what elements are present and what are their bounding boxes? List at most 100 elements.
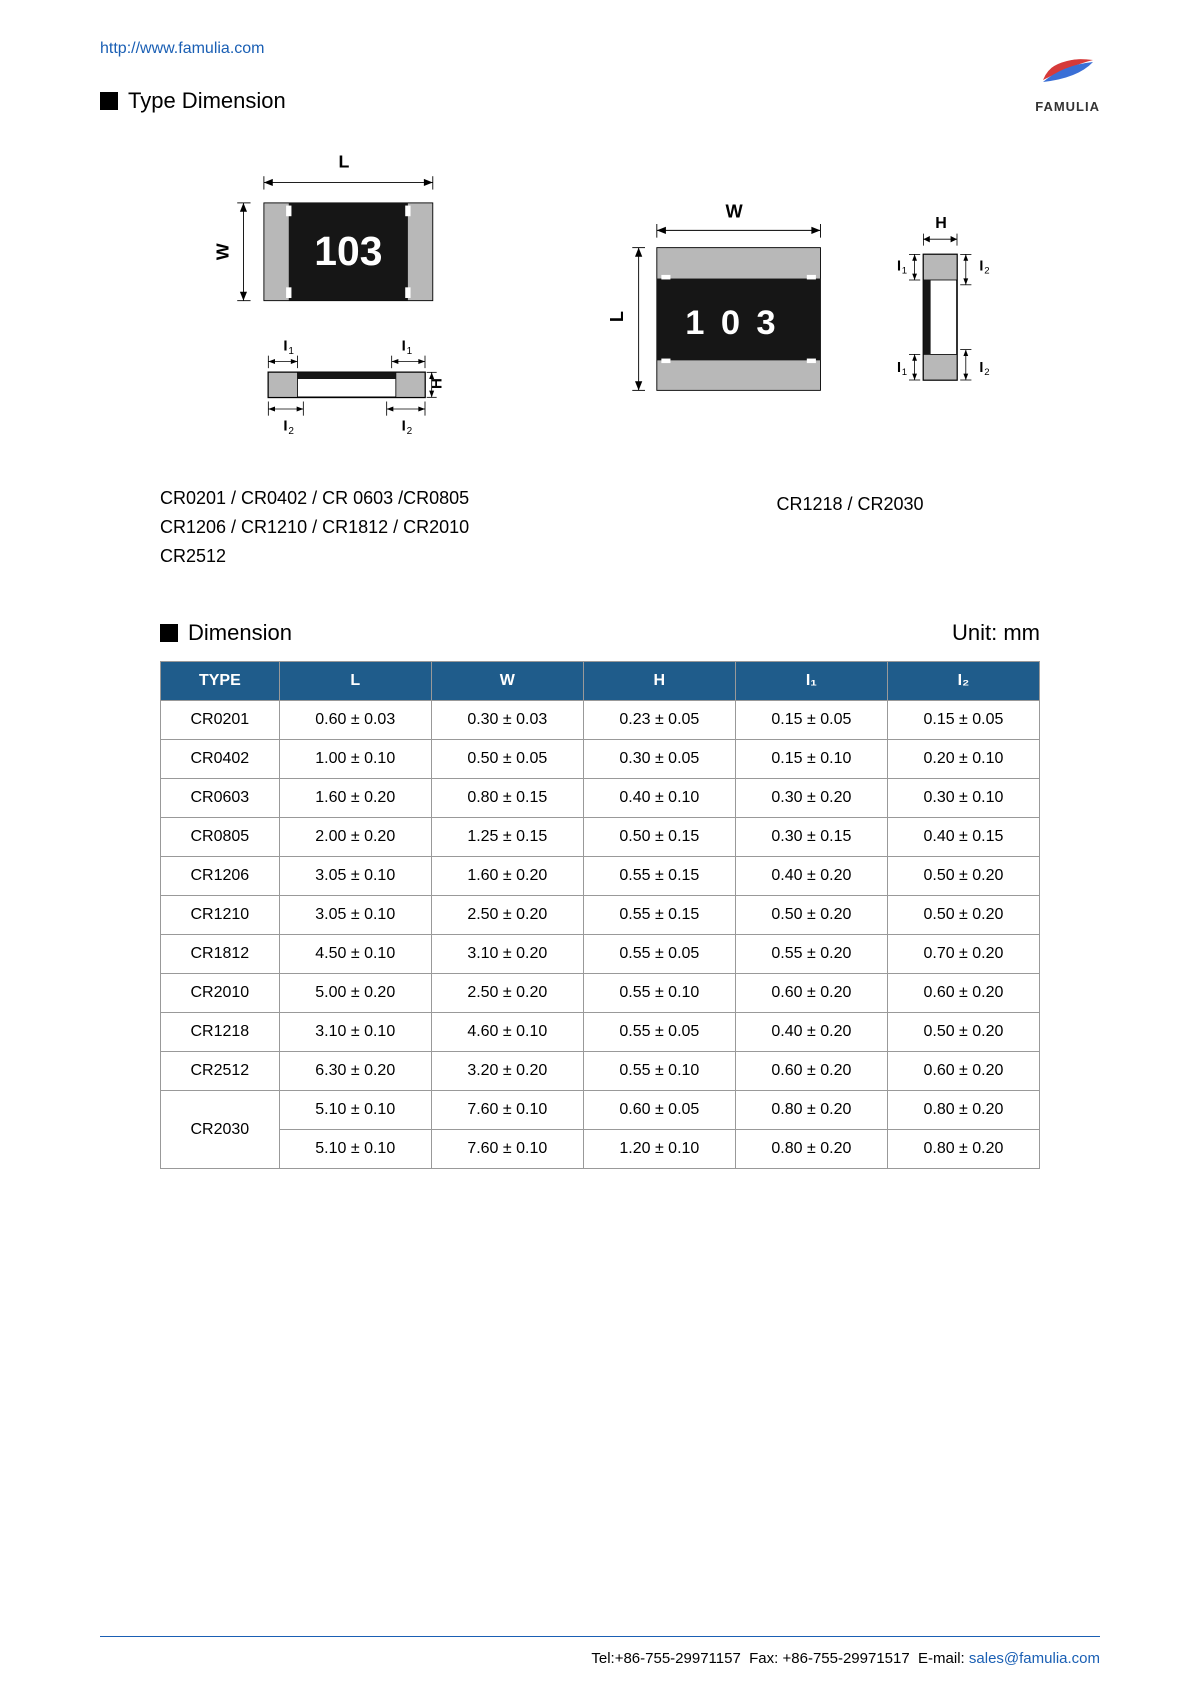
table-cell: 1.60 ± 0.20 [431, 857, 583, 896]
dimension-unit: Unit: mm [952, 620, 1040, 646]
svg-text:H: H [429, 378, 446, 389]
table-cell: 1.00 ± 0.10 [279, 740, 431, 779]
table-row: CR18124.50 ± 0.103.10 ± 0.200.55 ± 0.050… [161, 935, 1040, 974]
table-cell-type: CR1218 [161, 1013, 280, 1052]
table-cell: 1.20 ± 0.10 [583, 1130, 735, 1169]
header-url[interactable]: http://www.famulia.com [100, 40, 1100, 58]
footer-fax: +86-755-29971517 [783, 1650, 910, 1667]
table-cell: 0.30 ± 0.15 [735, 818, 887, 857]
table-cell: 0.50 ± 0.15 [583, 818, 735, 857]
table-cell-type: CR2512 [161, 1052, 280, 1091]
diagram-left-group: L W 103 I1 I1 [195, 154, 535, 444]
dimension-table-head: TYPELWHI₁I₂ [161, 662, 1040, 701]
table-header-cell: I₁ [735, 662, 887, 701]
table-cell: 0.20 ± 0.10 [887, 740, 1039, 779]
svg-text:103: 103 [685, 304, 792, 342]
diagram-right-group: W L 103 H I [595, 204, 1005, 444]
table-cell: 5.10 ± 0.10 [279, 1091, 431, 1130]
table-cell: 0.55 ± 0.05 [583, 935, 735, 974]
table-row: CR25126.30 ± 0.203.20 ± 0.200.55 ± 0.100… [161, 1052, 1040, 1091]
table-row: CR02010.60 ± 0.030.30 ± 0.030.23 ± 0.050… [161, 701, 1040, 740]
svg-text:I: I [979, 258, 983, 274]
table-cell: 0.60 ± 0.20 [887, 974, 1039, 1013]
table-cell: 0.15 ± 0.05 [735, 701, 887, 740]
table-row: CR06031.60 ± 0.200.80 ± 0.150.40 ± 0.100… [161, 779, 1040, 818]
table-cell: 0.60 ± 0.20 [735, 1052, 887, 1091]
table-header-cell: I₂ [887, 662, 1039, 701]
svg-text:1: 1 [407, 346, 413, 357]
table-cell: 0.40 ± 0.15 [887, 818, 1039, 857]
table-cell: 7.60 ± 0.10 [431, 1091, 583, 1130]
table-row: CR12103.05 ± 0.102.50 ± 0.200.55 ± 0.150… [161, 896, 1040, 935]
table-cell: 0.40 ± 0.10 [583, 779, 735, 818]
diagram-top-view: L W 103 [195, 154, 475, 314]
table-cell: 0.55 ± 0.10 [583, 1052, 735, 1091]
bullet-square-icon [100, 92, 118, 110]
table-cell: 0.70 ± 0.20 [887, 935, 1039, 974]
table-row: CR08052.00 ± 0.201.25 ± 0.150.50 ± 0.150… [161, 818, 1040, 857]
table-row: CR20105.00 ± 0.202.50 ± 0.200.55 ± 0.100… [161, 974, 1040, 1013]
svg-text:I: I [402, 339, 406, 355]
svg-text:103: 103 [314, 228, 382, 274]
table-cell: 6.30 ± 0.20 [279, 1052, 431, 1091]
table-cell: 2.50 ± 0.20 [431, 974, 583, 1013]
dimension-header: Dimension Unit: mm [100, 620, 1100, 646]
table-cell: 0.80 ± 0.20 [887, 1091, 1039, 1130]
table-cell-type: CR0201 [161, 701, 280, 740]
svg-text:2: 2 [984, 266, 989, 277]
bullet-square-icon [160, 624, 178, 642]
section-title-type-dimension: Type Dimension [100, 88, 1100, 114]
dimension-title: Dimension [160, 620, 292, 646]
table-header-cell: W [431, 662, 583, 701]
table-cell: 5.10 ± 0.10 [279, 1130, 431, 1169]
table-row: CR04021.00 ± 0.100.50 ± 0.050.30 ± 0.050… [161, 740, 1040, 779]
table-cell-type: CR1210 [161, 896, 280, 935]
diagram-captions: CR0201 / CR0402 / CR 0603 /CR0805 CR1206… [100, 484, 1100, 570]
section-title-text: Type Dimension [128, 88, 286, 114]
svg-text:I: I [283, 339, 287, 355]
dimension-table: TYPELWHI₁I₂ CR02010.60 ± 0.030.30 ± 0.03… [160, 661, 1040, 1169]
svg-text:2: 2 [288, 426, 294, 437]
table-cell: 0.50 ± 0.20 [887, 896, 1039, 935]
table-cell: 0.55 ± 0.10 [583, 974, 735, 1013]
caption-left-line2: CR1206 / CR1210 / CR1812 / CR2010 [160, 513, 600, 542]
svg-text:L: L [338, 154, 349, 171]
svg-text:2: 2 [984, 367, 989, 378]
footer-email-link[interactable]: sales@famulia.com [969, 1650, 1100, 1667]
table-cell: 3.05 ± 0.10 [279, 857, 431, 896]
table-cell: 2.00 ± 0.20 [279, 818, 431, 857]
table-cell: 0.50 ± 0.20 [735, 896, 887, 935]
footer-tel-label: Tel: [591, 1650, 614, 1667]
table-cell: 0.50 ± 0.20 [887, 857, 1039, 896]
table-cell: 0.55 ± 0.20 [735, 935, 887, 974]
svg-text:1: 1 [288, 346, 294, 357]
table-cell-type: CR2030 [161, 1091, 280, 1169]
svg-text:H: H [935, 215, 947, 232]
table-cell: 0.55 ± 0.15 [583, 896, 735, 935]
table-cell: 0.80 ± 0.20 [887, 1130, 1039, 1169]
table-cell: 0.30 ± 0.05 [583, 740, 735, 779]
table-cell: 3.05 ± 0.10 [279, 896, 431, 935]
svg-text:I: I [897, 258, 901, 274]
table-cell: 7.60 ± 0.10 [431, 1130, 583, 1169]
svg-text:1: 1 [902, 367, 907, 378]
footer-tel: +86-755-29971157 [615, 1650, 741, 1667]
table-header-cell: L [279, 662, 431, 701]
logo-swoosh-icon [1038, 50, 1098, 90]
footer-contact: Tel:+86-755-29971157 Fax: +86-755-299715… [591, 1650, 1100, 1667]
footer-email-label: E-mail: [918, 1650, 965, 1667]
table-cell: 0.80 ± 0.20 [735, 1091, 887, 1130]
logo: FAMULIA [1035, 50, 1100, 114]
table-cell-type: CR2010 [161, 974, 280, 1013]
caption-left-line1: CR0201 / CR0402 / CR 0603 /CR0805 [160, 484, 600, 513]
table-row: CR20305.10 ± 0.107.60 ± 0.100.60 ± 0.050… [161, 1091, 1040, 1130]
diagram-end-view: H I1 I1 I2 I2 [885, 204, 1005, 404]
table-header-cell: H [583, 662, 735, 701]
table-cell: 0.15 ± 0.05 [887, 701, 1039, 740]
table-cell: 0.40 ± 0.20 [735, 1013, 887, 1052]
table-cell: 0.50 ± 0.05 [431, 740, 583, 779]
svg-text:1: 1 [902, 266, 907, 277]
table-cell: 3.10 ± 0.20 [431, 935, 583, 974]
diagram-side-view: I1 I1 H I2 I2 [195, 339, 475, 439]
table-cell: 4.60 ± 0.10 [431, 1013, 583, 1052]
